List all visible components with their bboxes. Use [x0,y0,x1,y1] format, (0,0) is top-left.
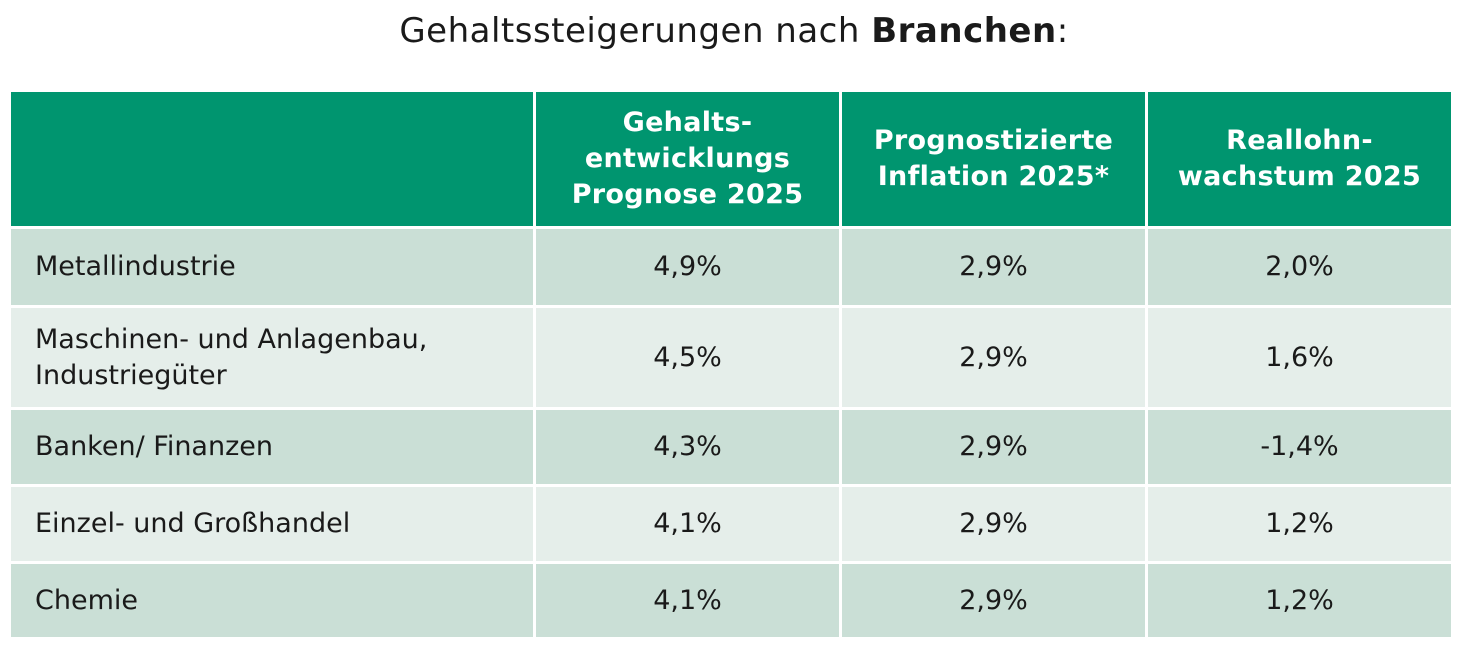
table-row: Chemie 4,1% 2,9% 1,2% [11,564,1451,637]
header-line: Prognostizierte [873,125,1114,156]
table-row: Banken/ Finanzen 4,3% 2,9% -1,4% [11,410,1451,484]
cell-reallohn: 2,0% [1148,229,1451,305]
header-line: entwicklungs [584,143,791,174]
cell-reallohn: 1,2% [1148,487,1451,561]
table-row: Metallindustrie 4,9% 2,9% 2,0% [11,229,1451,305]
cell-reallohn: 1,6% [1148,308,1451,407]
row-label-line: Chemie [35,584,138,616]
cell-gehalt: 4,5% [536,308,839,407]
row-label-line: Industriegüter [35,359,227,391]
table-row: Einzel- und Großhandel 4,1% 2,9% 1,2% [11,487,1451,561]
row-label-line: Banken/ Finanzen [35,431,273,462]
cell-inflation: 2,9% [842,564,1145,637]
header-line: wachstum 2025 [1177,161,1422,192]
header-line: Inflation 2025* [877,161,1110,192]
row-label-line: Einzel- und Großhandel [35,508,351,539]
page-title: Gehaltssteigerungen nach Branchen: [0,8,1468,54]
cell-inflation: 2,9% [842,229,1145,305]
header-line: Reallohn- [1226,125,1373,156]
row-label-line: Maschinen- und Anlagenbau, [35,323,428,355]
row-label: Einzel- und Großhandel [11,487,533,561]
header-reallohn: Reallohn- wachstum 2025 [1148,92,1451,226]
row-label: Maschinen- und Anlagenbau, Industriegüte… [11,308,533,407]
cell-inflation: 2,9% [842,410,1145,484]
title-suffix: : [1056,11,1069,51]
title-regular: Gehaltssteigerungen nach [399,11,872,51]
cell-gehalt: 4,9% [536,229,839,305]
cell-gehalt: 4,1% [536,487,839,561]
header-empty [11,92,533,226]
row-label-line: Metallindustrie [35,251,236,282]
header-line: Prognose 2025 [571,179,804,210]
row-label: Metallindustrie [11,229,533,305]
header-inflation: Prognostizierte Inflation 2025* [842,92,1145,226]
cell-inflation: 2,9% [842,308,1145,407]
cell-reallohn: 1,2% [1148,564,1451,637]
cell-gehalt: 4,1% [536,564,839,637]
table-header-row: Gehalts- entwicklungs Prognose 2025 Prog… [11,92,1451,226]
title-bold: Branchen [871,11,1057,51]
table-row: Maschinen- und Anlagenbau, Industriegüte… [11,308,1451,407]
header-line: Gehalts- [622,107,753,138]
row-label: Chemie [11,564,533,637]
row-label: Banken/ Finanzen [11,410,533,484]
cell-reallohn: -1,4% [1148,410,1451,484]
cell-inflation: 2,9% [842,487,1145,561]
cell-gehalt: 4,3% [536,410,839,484]
salary-table: Gehalts- entwicklungs Prognose 2025 Prog… [8,89,1454,640]
header-gehalt: Gehalts- entwicklungs Prognose 2025 [536,92,839,226]
